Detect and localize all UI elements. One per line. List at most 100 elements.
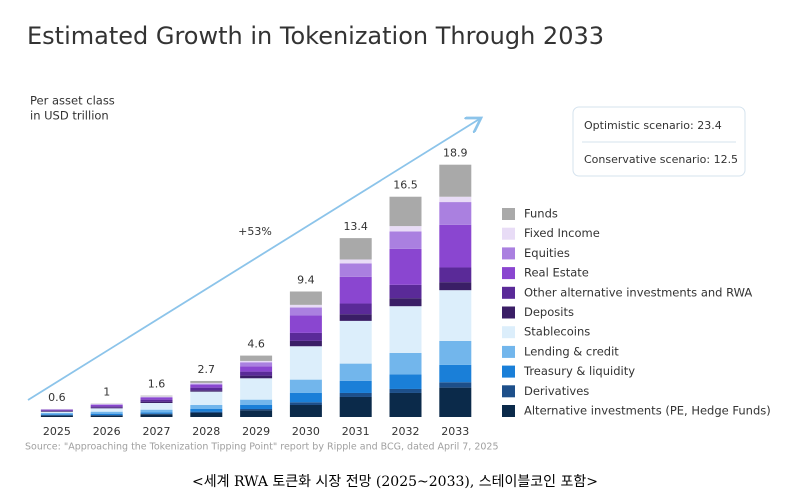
bar-segment	[439, 340, 472, 365]
total-label: 2.7	[198, 363, 216, 376]
bar-segment	[289, 392, 322, 403]
bar-segment	[439, 196, 472, 203]
bar-segment	[240, 378, 273, 400]
bar-segment	[289, 307, 322, 316]
bar-segment	[439, 282, 472, 291]
bar-segment	[90, 414, 123, 416]
bar-segment	[240, 355, 273, 361]
bar-segment	[140, 396, 173, 398]
bar-segment	[339, 259, 372, 264]
bar-segment	[90, 404, 123, 405]
bar-segment	[240, 362, 273, 367]
scenario: Conservative scenario: 12.5	[584, 153, 738, 166]
bar-segment	[389, 196, 422, 227]
total-label: 4.6	[247, 338, 265, 351]
bar-segment	[140, 409, 173, 413]
legend-swatch	[502, 286, 515, 299]
bar-segment	[289, 346, 322, 380]
bar-segment	[140, 396, 173, 397]
bar-segment	[389, 374, 422, 389]
legend-label: Other alternative investments and RWA	[524, 285, 752, 299]
bar-segment	[90, 407, 123, 409]
bar-segment	[289, 404, 322, 417]
total-label: 13.4	[343, 220, 368, 233]
bar-segment	[90, 415, 123, 417]
x-tick-label: 2032	[392, 425, 420, 438]
bar-segment	[339, 396, 372, 417]
bar-segment	[339, 363, 372, 381]
growth-label: +53%	[238, 225, 272, 238]
bar-segment	[289, 332, 322, 341]
bar-segment	[439, 267, 472, 283]
bar-segment	[40, 410, 73, 411]
bar-segment	[289, 340, 322, 347]
bar-segment	[339, 380, 372, 393]
legend-swatch	[502, 247, 515, 260]
legend-swatch	[502, 385, 515, 398]
caption: <세계 RWA 토큰화 시장 전망 (2025~2033), 스테이블코인 포함…	[192, 474, 598, 490]
bar-segment	[289, 304, 322, 308]
bar-segment	[289, 291, 322, 305]
bar-segment	[339, 320, 372, 364]
bar-segment	[140, 402, 173, 410]
total-label: 0.6	[48, 391, 66, 404]
source: Source: "Approaching the Tokenization Ti…	[25, 442, 499, 453]
bar-segment	[439, 387, 472, 417]
bar-segment	[439, 364, 472, 383]
bar-segment	[389, 248, 422, 285]
bar-segment	[90, 406, 123, 408]
bar-segment	[40, 411, 73, 413]
x-tick-label: 2027	[143, 425, 171, 438]
bar-segment	[90, 404, 123, 407]
bar-segment	[339, 392, 372, 397]
chart-title: Estimated Growth in Tokenization Through…	[27, 22, 604, 50]
bar-segment	[389, 298, 422, 307]
legend-label: Stablecoins	[524, 325, 590, 339]
legend-swatch	[502, 306, 515, 319]
scenario: Optimistic scenario: 23.4	[584, 119, 722, 132]
bar-segment	[439, 164, 472, 197]
total-label: 16.5	[393, 179, 418, 192]
bar-segment	[289, 315, 322, 333]
bar-segment	[389, 306, 422, 353]
bar-segment	[439, 382, 472, 388]
bar-segment	[240, 408, 273, 411]
legend-swatch	[502, 365, 515, 378]
bar-segment	[389, 352, 422, 375]
x-tick-label: 2028	[192, 425, 220, 438]
legend-label: Deposits	[524, 305, 574, 319]
subtitle: in USD trillion	[30, 109, 109, 123]
x-tick-label: 2029	[242, 425, 270, 438]
bar-segment	[240, 366, 273, 372]
bar-segment	[190, 412, 223, 417]
bar-segment	[40, 412, 73, 415]
bar-segment	[439, 224, 472, 268]
bar-segment	[40, 409, 73, 411]
bar-segment	[289, 379, 322, 393]
bar-segment	[240, 404, 273, 409]
bar-segment	[90, 413, 123, 415]
bar-segment	[190, 382, 223, 384]
legend-label: Derivatives	[524, 384, 589, 398]
x-tick-label: 2025	[43, 425, 71, 438]
bar-segment	[190, 411, 223, 413]
bar-segment	[339, 276, 372, 304]
bar-segment	[389, 226, 422, 232]
bar-segment	[339, 314, 372, 321]
x-tick-label: 2026	[93, 425, 121, 438]
legend-label: Funds	[524, 207, 558, 221]
bar-segment	[40, 415, 73, 417]
bar-segment	[389, 388, 422, 393]
x-tick-label: 2030	[292, 425, 320, 438]
bar-segment	[40, 414, 73, 416]
bar-segment	[40, 410, 73, 412]
bar-segment	[140, 412, 173, 414]
bar-segment	[190, 380, 223, 383]
legend-label: Lending & credit	[524, 344, 619, 358]
bar-segment	[40, 414, 73, 415]
bar-segment	[140, 413, 173, 415]
total-label: 9.4	[297, 274, 315, 287]
bar-segment	[240, 410, 273, 417]
bar-segment	[190, 384, 223, 388]
bar-segment	[190, 391, 223, 405]
